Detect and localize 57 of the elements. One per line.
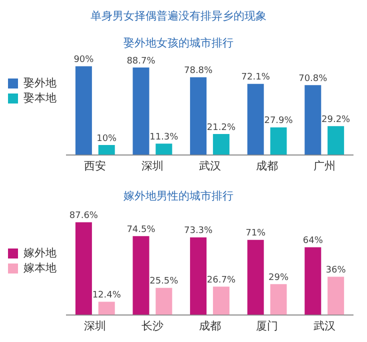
- x-tick-label: 厦门: [256, 319, 278, 332]
- data-label: 21.2%: [206, 122, 236, 133]
- bar: [156, 288, 172, 315]
- legend-label: 嫁外地: [24, 246, 56, 260]
- chart-title: 单身男女择偶普遍没有排异乡的现象: [90, 9, 266, 22]
- data-label: 74.5%: [126, 224, 156, 235]
- data-label: 71%: [246, 228, 266, 239]
- chart-title: 嫁外地男性的城市排行: [124, 189, 234, 202]
- bar: [328, 276, 344, 315]
- x-tick-label: 成都: [256, 159, 278, 172]
- data-label: 90%: [74, 55, 94, 66]
- x-tick-label: 深圳: [141, 159, 164, 172]
- bar: [98, 144, 115, 155]
- data-label: 88.7%: [126, 56, 156, 66]
- data-label: 11.3%: [150, 132, 179, 143]
- legend-label: 娶外地: [24, 76, 56, 90]
- bar: [304, 247, 322, 315]
- bar: [247, 84, 264, 155]
- data-label: 29.2%: [322, 114, 351, 125]
- data-label: 27.9%: [264, 116, 294, 126]
- x-tick-label: 成都: [198, 319, 221, 332]
- x-tick-label: 武汉: [313, 319, 336, 332]
- x-tick-label: 武汉: [198, 159, 221, 172]
- bar: [75, 222, 92, 315]
- data-label: 64%: [302, 236, 324, 246]
- x-tick-label: 西安: [84, 159, 106, 172]
- legend-label: 娶本地: [24, 91, 56, 104]
- bar: [212, 134, 230, 155]
- data-label: 72.1%: [241, 72, 270, 83]
- data-label: 73.3%: [184, 226, 214, 236]
- data-label: 36%: [326, 266, 346, 276]
- bar: [247, 240, 264, 315]
- bar: [75, 66, 92, 155]
- data-label: 25.5%: [150, 276, 179, 287]
- data-label: 29%: [268, 273, 289, 284]
- bar: [190, 237, 207, 315]
- data-label: 78.8%: [184, 66, 214, 76]
- x-tick-label: 深圳: [84, 319, 106, 332]
- bar: [212, 286, 230, 315]
- bar: [270, 284, 287, 315]
- bar: [132, 236, 150, 315]
- data-label: 87.6%: [69, 211, 98, 222]
- chart-subtitle: 娶外地女孩的城市排行: [124, 36, 234, 50]
- bar: [270, 127, 287, 155]
- bar: [132, 68, 150, 155]
- bar: [304, 85, 322, 155]
- data-label: 70.8%: [298, 74, 328, 84]
- data-label: 12.4%: [92, 290, 122, 301]
- legend-label: 嫁本地: [24, 261, 56, 274]
- bar: [156, 144, 172, 155]
- data-label: 26.7%: [206, 275, 236, 286]
- x-tick-label: 长沙: [141, 319, 164, 332]
- bar: [328, 126, 344, 155]
- data-label: 10%: [96, 134, 118, 144]
- x-tick-label: 广州: [313, 159, 336, 172]
- bar: [190, 77, 207, 155]
- bar: [98, 302, 115, 315]
